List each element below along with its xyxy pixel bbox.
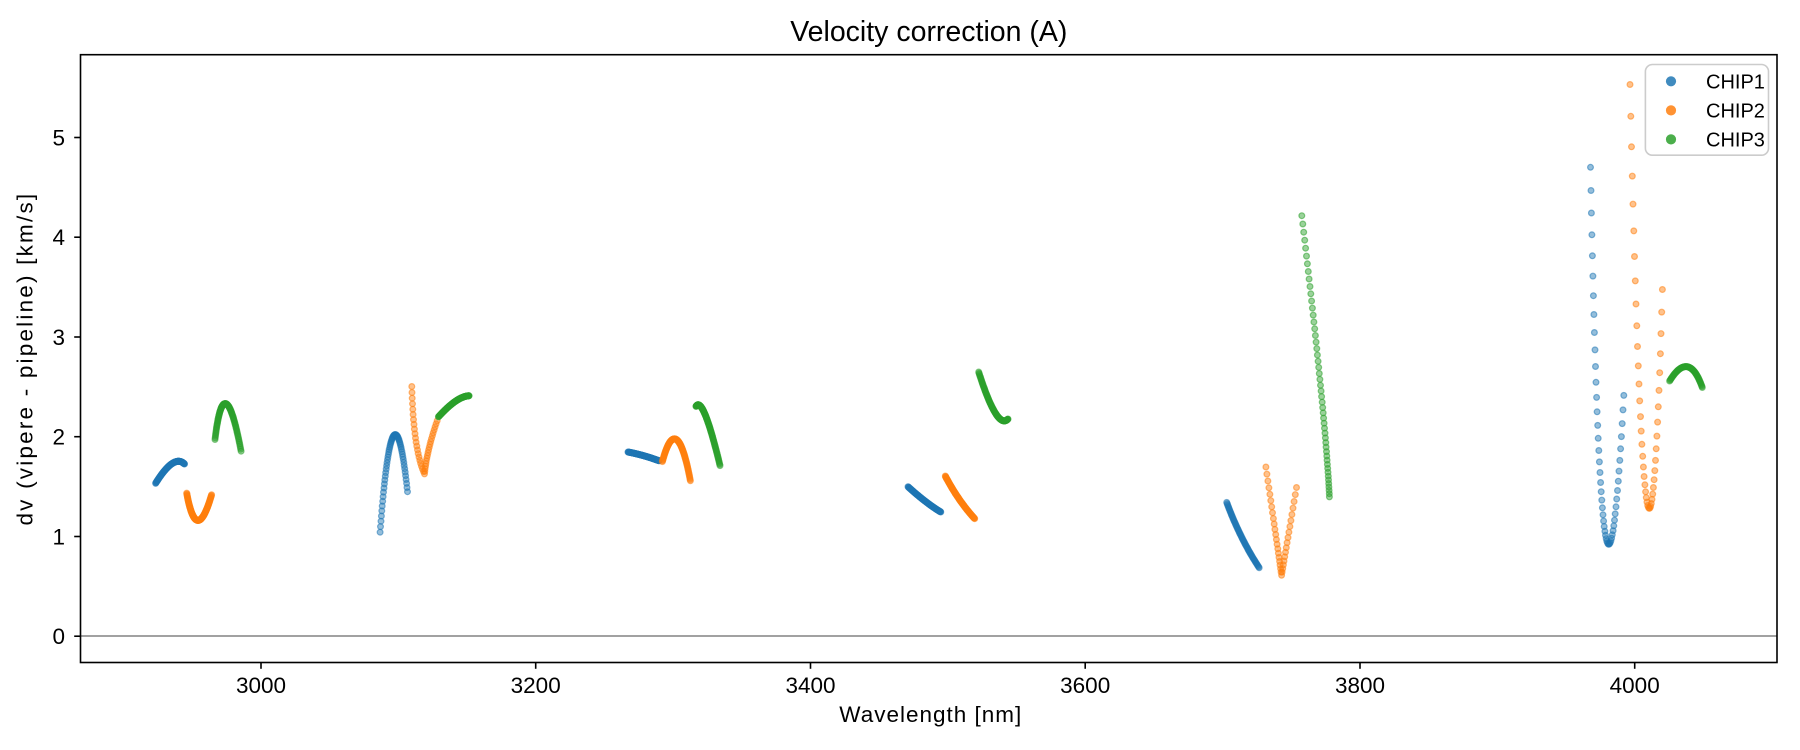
svg-text:Wavelength [nm]: Wavelength [nm] <box>839 702 1022 727</box>
svg-text:3800: 3800 <box>1335 673 1385 698</box>
svg-text:3: 3 <box>52 325 65 350</box>
svg-text:Velocity correction (A): Velocity correction (A) <box>790 16 1067 48</box>
svg-text:CHIP1: CHIP1 <box>1706 71 1765 93</box>
svg-text:3600: 3600 <box>1060 673 1110 698</box>
svg-text:1: 1 <box>52 525 65 550</box>
svg-text:CHIP2: CHIP2 <box>1706 100 1765 122</box>
svg-text:2: 2 <box>52 425 65 450</box>
svg-text:3200: 3200 <box>511 673 561 698</box>
svg-text:CHIP3: CHIP3 <box>1706 129 1765 151</box>
svg-text:0: 0 <box>52 624 65 649</box>
svg-text:dv (vipere - pipeline) [km/s]: dv (vipere - pipeline) [km/s] <box>13 192 38 526</box>
svg-text:3400: 3400 <box>785 673 835 698</box>
svg-text:4000: 4000 <box>1610 673 1660 698</box>
svg-text:4: 4 <box>52 225 65 250</box>
svg-text:3000: 3000 <box>236 673 286 698</box>
svg-text:5: 5 <box>52 126 65 151</box>
